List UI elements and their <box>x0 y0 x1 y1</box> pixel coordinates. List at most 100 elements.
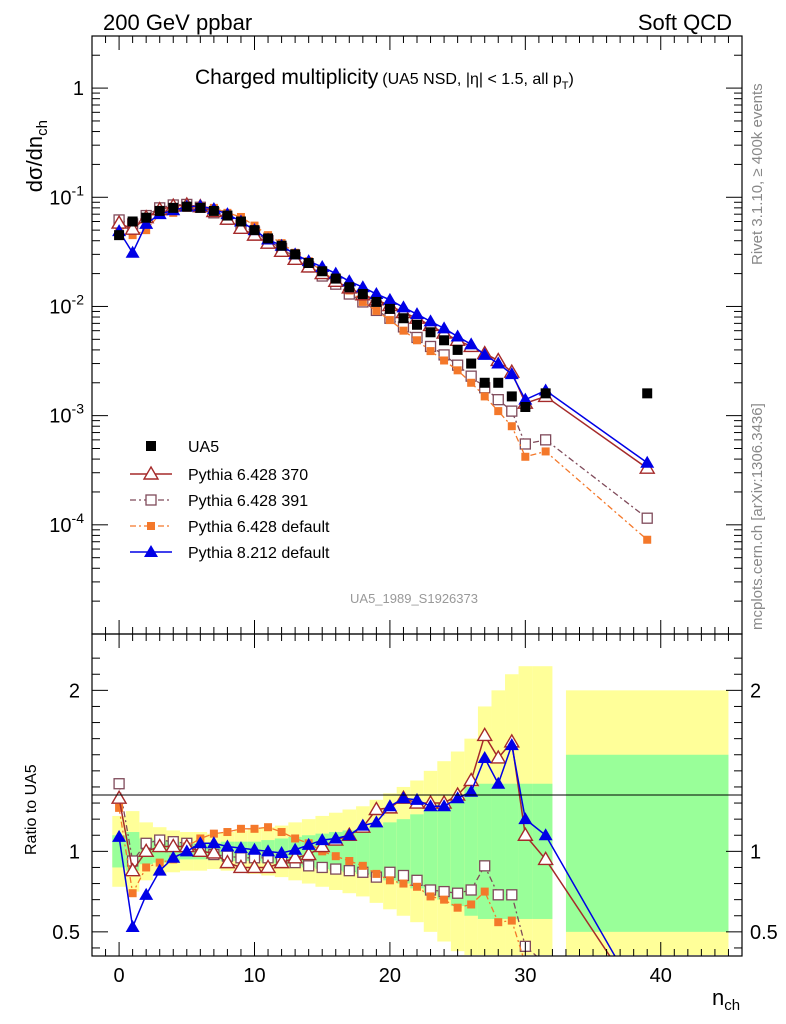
data-point-ua5 <box>479 377 490 388</box>
ratio-point-pdef <box>209 829 218 838</box>
data-point-pdef <box>494 407 503 416</box>
legend-entry-p8: Pythia 8.212 default <box>130 545 330 562</box>
ratio-point-p370 <box>286 849 304 864</box>
data-point-p8 <box>396 300 411 313</box>
header-left: 200 GeV ppbar <box>103 10 252 35</box>
data-point-ua5 <box>195 202 206 213</box>
data-point-ua5 <box>344 282 355 293</box>
series-p8 <box>112 199 655 468</box>
ratio-point-p391 <box>113 778 125 790</box>
data-point-p8 <box>382 292 397 305</box>
series-ua5 <box>114 201 653 412</box>
inner-band-bin <box>565 754 729 932</box>
ratio-point-pdef <box>291 834 300 843</box>
data-point-ua5 <box>330 273 341 284</box>
inner-band-bin <box>423 809 438 894</box>
data-point-ua5 <box>452 344 463 355</box>
inner-band-bin <box>450 796 465 907</box>
ratio-point-pdef <box>453 903 462 912</box>
data-point-ua5 <box>506 391 517 402</box>
ratio-series-layer <box>110 727 616 956</box>
legend-marker-p370 <box>142 465 160 480</box>
series-p370 <box>110 196 656 474</box>
data-point-p8 <box>410 307 424 320</box>
ratio-point-pdef <box>277 828 286 837</box>
y-tick-label-main: 10-3 <box>49 401 84 428</box>
legend-label: Pythia 6.428 370 <box>188 467 308 484</box>
data-point-ua5 <box>222 210 233 221</box>
data-point-pdef <box>426 347 435 356</box>
data-point-pdef <box>385 316 394 325</box>
ratio-point-pdef <box>250 824 259 833</box>
data-point-p391 <box>492 394 504 406</box>
data-point-p391 <box>506 405 518 417</box>
data-point-p8 <box>491 356 506 369</box>
ratio-point-p370 <box>313 838 331 853</box>
ratio-point-p370 <box>232 859 250 874</box>
analysis-id: UA5_1989_S1926373 <box>350 591 478 606</box>
ratio-point-p391 <box>438 885 450 898</box>
ratio-point-p370 <box>192 842 209 858</box>
ratio-point-p370 <box>246 859 263 874</box>
legend-entry-p391: Pythia 6.428 391 <box>130 493 308 510</box>
inner-band-bin <box>410 814 424 889</box>
ratio-point-pdef <box>331 852 340 861</box>
data-point-ua5 <box>235 216 246 227</box>
ratio-point-p8 <box>538 828 553 841</box>
data-point-pdef <box>643 535 652 544</box>
main-series-layer <box>110 196 656 544</box>
data-point-pdef <box>453 366 462 375</box>
x-axis-title: nch <box>712 985 740 1014</box>
data-point-ua5 <box>520 401 531 412</box>
ratio-point-pdef <box>128 889 137 898</box>
data-point-pdef <box>358 297 367 306</box>
y-tick-label-ratio-right: 0.5 <box>750 922 778 944</box>
legend-entry-pdef: Pythia 6.428 default <box>130 519 330 536</box>
ratio-point-p8 <box>423 799 438 812</box>
data-point-p391 <box>519 438 531 450</box>
ratio-point-p370 <box>151 838 168 853</box>
data-point-ua5 <box>425 327 436 338</box>
legend-label: Pythia 8.212 default <box>188 545 330 562</box>
ratio-point-p8 <box>328 831 343 844</box>
data-point-p8 <box>477 347 492 360</box>
legend-entry-p370: Pythia 6.428 370 <box>130 465 308 484</box>
ratio-point-p8 <box>355 818 370 831</box>
data-point-ua5 <box>357 289 368 300</box>
data-point-ua5 <box>384 303 395 314</box>
inner-band-bin <box>437 803 451 900</box>
ratio-point-pdef <box>494 918 503 927</box>
data-point-ua5 <box>168 202 179 213</box>
ratio-point-pdef <box>358 861 367 870</box>
data-point-p8 <box>518 392 533 405</box>
y-tick-label-ratio-right: 2 <box>750 680 761 702</box>
data-point-pdef <box>480 392 489 401</box>
y-tick-label-ratio: 0.5 <box>52 922 80 944</box>
ratio-point-pdef <box>372 869 381 878</box>
ratio-point-p391 <box>479 860 491 872</box>
ratio-point-p8 <box>261 844 276 857</box>
ratio-point-p8 <box>220 839 235 852</box>
data-point-p8 <box>640 455 655 468</box>
data-point-ua5 <box>642 388 653 399</box>
ratio-point-pdef <box>345 857 354 866</box>
data-point-pdef <box>413 336 421 345</box>
ratio-point-pdef <box>507 916 516 925</box>
data-point-p8 <box>437 321 452 334</box>
data-point-pdef <box>142 226 151 235</box>
ratio-point-p370 <box>537 851 554 866</box>
data-point-pdef <box>541 447 550 456</box>
inner-band-bin <box>464 786 478 916</box>
y-tick-label-main: 1 <box>73 78 84 100</box>
y-tick-label-main: 10-4 <box>49 510 84 537</box>
ratio-point-p370 <box>490 749 507 764</box>
ratio-series-p8 <box>112 738 616 956</box>
rivet-label: Rivet 3.1.10, ≥ 400k events <box>749 83 766 265</box>
x-tick-label: 40 <box>650 965 672 987</box>
ratio-point-p8 <box>274 845 289 858</box>
ratio-point-pdef <box>440 895 449 904</box>
data-point-pdef <box>128 231 137 240</box>
ratio-point-p370 <box>517 826 534 841</box>
data-point-p8 <box>369 287 384 300</box>
